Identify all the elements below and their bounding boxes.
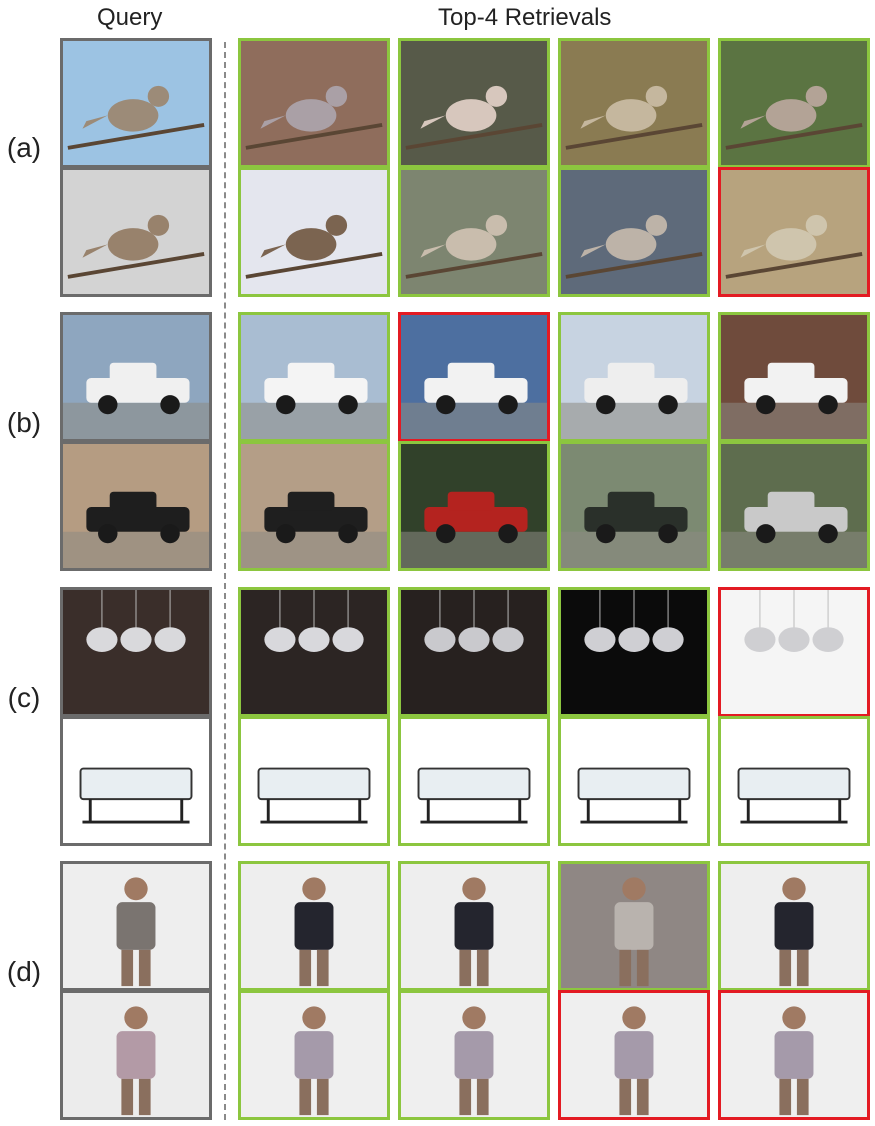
row-label: (b) bbox=[6, 407, 42, 438]
retrieval-image-3-correct-image bbox=[561, 444, 707, 568]
retrieval-image-3-incorrect bbox=[558, 990, 710, 1120]
column-divider bbox=[224, 42, 226, 1120]
retrieval-image-4-incorrect bbox=[718, 990, 870, 1120]
retrieval-image-1-correct-image bbox=[241, 864, 387, 988]
query-image-image bbox=[63, 590, 209, 714]
retrieval-image-2-correct-image bbox=[401, 719, 547, 843]
retrieval-image-4-correct bbox=[718, 38, 870, 168]
retrieval-image-3-correct-image bbox=[561, 864, 707, 988]
retrieval-image-3-correct-image bbox=[561, 41, 707, 165]
retrieval-image-2-correct bbox=[398, 716, 550, 846]
retrieval-image-4-correct-image bbox=[721, 864, 867, 988]
retrieval-image-2-correct bbox=[398, 990, 550, 1120]
retrieval-image-1-correct-image bbox=[241, 590, 387, 714]
retrieval-image-1-correct-image bbox=[241, 993, 387, 1117]
query-image bbox=[60, 312, 212, 442]
retrieval-image-1-correct bbox=[238, 861, 390, 991]
retrieval-image-3-correct-image bbox=[561, 315, 707, 439]
retrieval-image-4-correct bbox=[718, 441, 870, 571]
retrieval-image-3-correct-image bbox=[561, 590, 707, 714]
retrieval-image-2-correct-image bbox=[401, 993, 547, 1117]
query-image-image bbox=[63, 315, 209, 439]
query-image bbox=[60, 587, 212, 717]
row-label: (a) bbox=[6, 132, 42, 163]
retrieval-image-3-correct bbox=[558, 38, 710, 168]
retrieval-image-3-correct-image bbox=[561, 170, 707, 294]
retrieval-image-2-correct bbox=[398, 587, 550, 717]
retrieval-image-2-correct-image bbox=[401, 41, 547, 165]
retrieval-image-3-correct bbox=[558, 312, 710, 442]
retrieval-image-1-correct bbox=[238, 38, 390, 168]
retrieval-image-4-correct-image bbox=[721, 719, 867, 843]
query-image-image bbox=[63, 170, 209, 294]
query-image bbox=[60, 990, 212, 1120]
retrieval-image-2-incorrect bbox=[398, 312, 550, 442]
retrieval-image-3-incorrect-image bbox=[561, 993, 707, 1117]
retrieval-image-1-correct bbox=[238, 312, 390, 442]
query-image-image bbox=[63, 993, 209, 1117]
retrieval-image-3-correct bbox=[558, 441, 710, 571]
retrieval-image-4-correct-image bbox=[721, 41, 867, 165]
retrieval-image-4-correct bbox=[718, 861, 870, 991]
retrieval-image-2-correct-image bbox=[401, 590, 547, 714]
retrieval-image-4-incorrect-image bbox=[721, 590, 867, 714]
retrieval-image-2-correct-image bbox=[401, 444, 547, 568]
query-image-image bbox=[63, 864, 209, 988]
retrieval-image-2-correct-image bbox=[401, 864, 547, 988]
retrieval-image-1-correct-image bbox=[241, 719, 387, 843]
retrieval-image-4-incorrect-image bbox=[721, 993, 867, 1117]
retrieval-image-1-correct bbox=[238, 587, 390, 717]
retrieval-image-3-correct bbox=[558, 861, 710, 991]
query-image-image bbox=[63, 444, 209, 568]
query-column-header: Query bbox=[97, 4, 163, 31]
retrieval-image-2-correct-image bbox=[401, 170, 547, 294]
retrieval-image-2-correct bbox=[398, 441, 550, 571]
retrieval-image-1-correct-image bbox=[241, 170, 387, 294]
retrieval-image-2-incorrect-image bbox=[401, 315, 547, 439]
query-image bbox=[60, 167, 212, 297]
retrieval-image-3-correct bbox=[558, 716, 710, 846]
query-image-image bbox=[63, 41, 209, 165]
retrieval-image-4-incorrect bbox=[718, 587, 870, 717]
retrieval-image-2-correct bbox=[398, 38, 550, 168]
query-image-image bbox=[63, 719, 209, 843]
query-image bbox=[60, 441, 212, 571]
retrieval-image-4-correct bbox=[718, 716, 870, 846]
query-image bbox=[60, 38, 212, 168]
retrieval-image-2-correct bbox=[398, 167, 550, 297]
retrieval-image-1-correct bbox=[238, 441, 390, 571]
retrieval-image-1-correct-image bbox=[241, 41, 387, 165]
retrieval-image-1-correct-image bbox=[241, 444, 387, 568]
retrieval-image-1-correct bbox=[238, 167, 390, 297]
query-image bbox=[60, 861, 212, 991]
row-label: (c) bbox=[7, 682, 41, 713]
retrieval-image-1-correct-image bbox=[241, 315, 387, 439]
retrieval-image-2-correct bbox=[398, 861, 550, 991]
retrievals-column-header: Top-4 Retrievals bbox=[438, 4, 612, 31]
retrieval-image-4-incorrect bbox=[718, 167, 870, 297]
retrieval-image-1-correct bbox=[238, 990, 390, 1120]
retrieval-image-3-correct bbox=[558, 167, 710, 297]
retrieval-image-1-correct bbox=[238, 716, 390, 846]
query-image bbox=[60, 716, 212, 846]
retrieval-image-4-incorrect-image bbox=[721, 170, 867, 294]
retrieval-image-3-correct-image bbox=[561, 719, 707, 843]
retrieval-image-4-correct-image bbox=[721, 444, 867, 568]
retrieval-image-4-correct bbox=[718, 312, 870, 442]
row-label: (d) bbox=[6, 956, 42, 987]
retrieval-image-4-correct-image bbox=[721, 315, 867, 439]
retrieval-image-3-correct bbox=[558, 587, 710, 717]
